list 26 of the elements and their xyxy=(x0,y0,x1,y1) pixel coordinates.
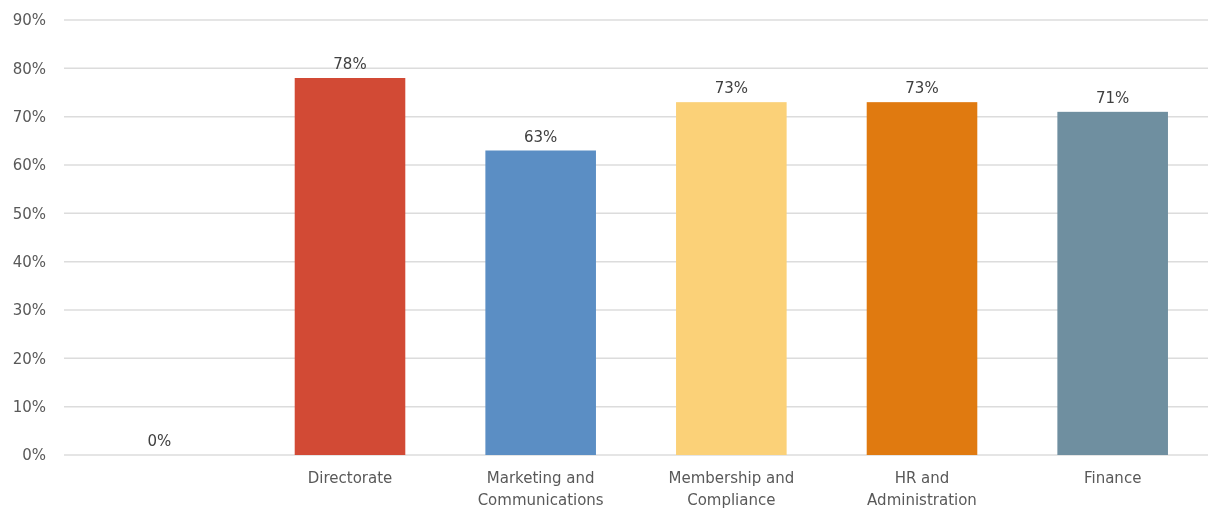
y-tick-label: 50% xyxy=(12,204,46,223)
y-tick-label: 10% xyxy=(12,397,46,416)
y-tick-label: 0% xyxy=(22,446,46,465)
bar xyxy=(676,102,787,455)
y-tick-label: 90% xyxy=(12,11,46,30)
data-label: 63% xyxy=(523,127,558,146)
data-label: 71% xyxy=(1095,88,1130,107)
y-tick-label: 60% xyxy=(12,156,46,175)
x-tick-label: Membership and Compliance xyxy=(668,469,795,509)
x-tick-label: Directorate xyxy=(307,469,393,487)
x-tick-label: Marketing and Communications xyxy=(477,469,604,509)
data-label: 73% xyxy=(905,79,939,98)
y-tick-label: 30% xyxy=(12,301,46,320)
data-label: 73% xyxy=(714,79,749,98)
x-tick-label: Finance xyxy=(1083,469,1142,487)
data-label: 0% xyxy=(147,432,172,450)
x-tick-label: HR and Administration xyxy=(867,469,977,509)
y-tick-label: 70% xyxy=(12,107,46,126)
y-tick-label: 40% xyxy=(12,252,46,271)
data-label: 78% xyxy=(333,55,367,73)
bar xyxy=(1057,111,1168,455)
bar xyxy=(294,78,406,455)
bar xyxy=(485,150,596,455)
y-tick-label: 20% xyxy=(12,349,46,368)
bar xyxy=(866,102,978,455)
y-tick-label: 80% xyxy=(12,59,46,78)
